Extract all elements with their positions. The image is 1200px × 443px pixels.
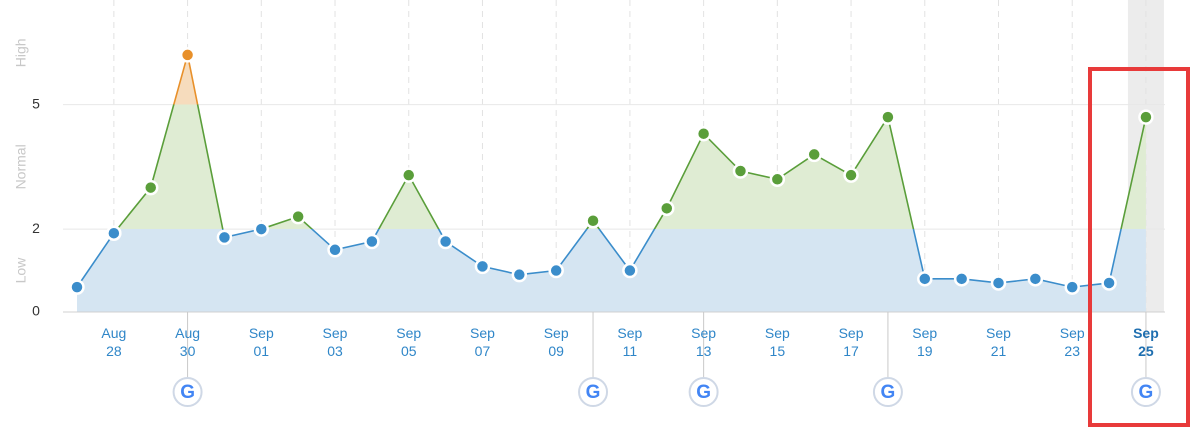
point [179,47,196,63]
x-tick-label: Aug 28 [101,325,127,359]
x-tick-label: Sep 21 [986,325,1011,359]
update-marker: G [1139,382,1154,403]
x-tick-label: Sep 19 [912,325,938,359]
point [880,109,896,125]
x-tick-label: Sep 11 [617,325,643,359]
point [1101,275,1117,291]
area [77,54,1146,312]
point [806,146,822,163]
update-icon [872,377,903,407]
point [106,225,122,241]
point [364,233,380,250]
x-tick-label: Sep 25 [1133,325,1159,359]
x-tick-label: Sep 09 [543,325,569,359]
update-marker: G [180,382,195,403]
update-icon [172,377,203,407]
x-tick-label: Sep 01 [248,325,274,359]
point [732,163,749,179]
zone-label: High [13,38,29,67]
point [695,125,712,142]
y-tick-label: 2 [32,220,40,236]
point [659,200,675,217]
point [990,275,1007,291]
point [843,167,859,183]
point [474,258,491,275]
update-marker: G [881,382,896,403]
point [437,233,454,250]
point [400,167,417,183]
x-tick-label: Sep 17 [838,325,864,359]
point [1064,279,1080,295]
x-tick-label: Sep 05 [396,325,422,359]
point [953,271,970,287]
point [1138,109,1154,125]
x-tick-label: Sep 23 [1059,325,1085,359]
point [69,279,85,295]
point [511,266,528,283]
point [769,171,786,188]
point [216,229,233,246]
update-marker: G [696,382,711,403]
zone-label: Normal [13,144,29,189]
point [917,271,933,287]
zone-label: Low [13,257,29,284]
point [327,242,343,258]
y-tick-label: 5 [32,95,40,111]
point [253,221,270,237]
point [585,213,601,229]
highlight-box [1088,67,1190,427]
point [142,179,159,196]
x-tick-label: Sep 07 [469,325,495,359]
x-tick-label: Aug 30 [175,325,201,359]
update-icon [1130,377,1161,407]
point [290,208,306,225]
update-icon [688,377,719,407]
y-tick-label: 0 [32,303,40,319]
point [1027,271,1044,287]
update-icon [578,377,609,407]
x-tick-label: Sep 15 [764,325,790,359]
update-marker: G [586,382,601,403]
x-tick-label: Sep 13 [691,325,717,359]
point [548,262,564,279]
x-tick-label: Sep 03 [322,325,348,359]
point [622,262,638,279]
